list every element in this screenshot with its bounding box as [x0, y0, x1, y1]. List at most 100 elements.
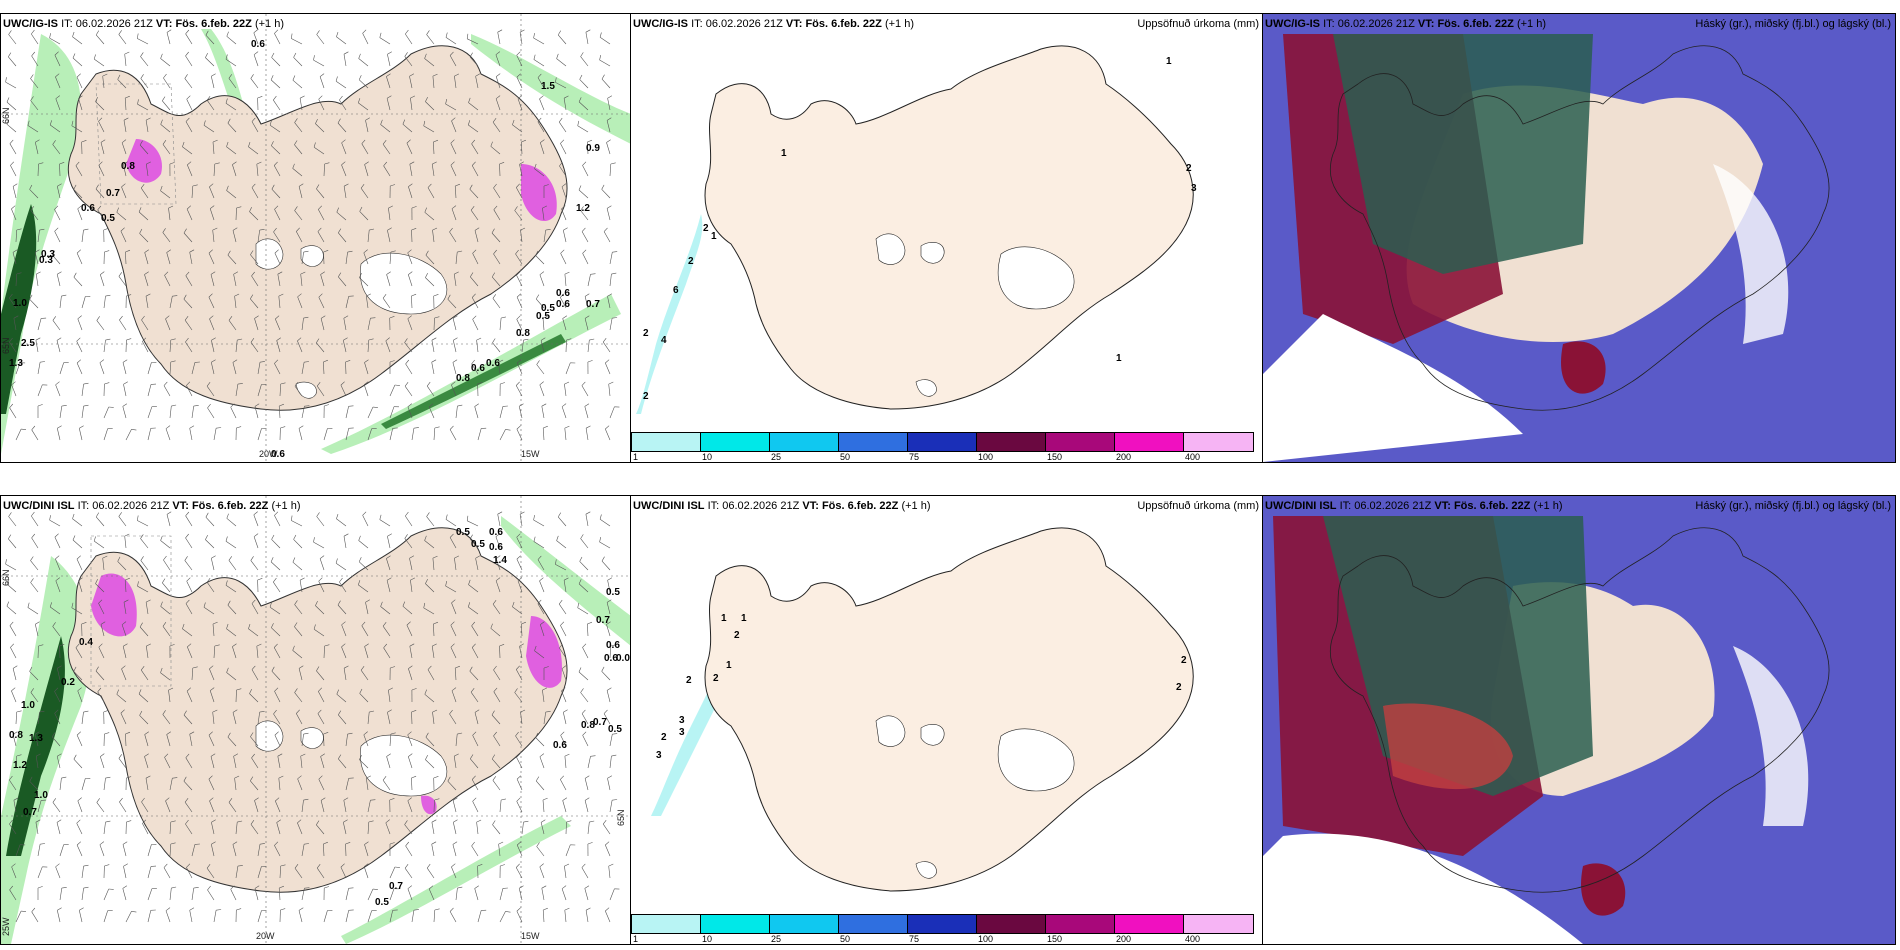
colorbar: [631, 914, 1254, 934]
model-name: UWC/DINI ISL: [633, 500, 705, 512]
cloud-red-south: [1383, 703, 1513, 790]
precip-band-west: [1, 34, 81, 454]
contour-label: 0.8: [121, 161, 135, 172]
colorbar-swatch: [908, 433, 977, 451]
lon-label: 20W: [259, 449, 278, 459]
colorbar-tick-label: 25: [771, 452, 782, 462]
contour-label: 0.6: [271, 449, 285, 460]
it-label: IT:: [1323, 18, 1335, 30]
colorbar: [631, 432, 1254, 452]
colorbar-tick-label: 400: [1185, 934, 1201, 944]
precip-label: 1: [1166, 56, 1172, 67]
iceland-land: [67, 45, 568, 411]
clear-east: [1713, 164, 1789, 344]
contour-label: 1.2: [13, 760, 27, 771]
magenta-east: [526, 616, 562, 688]
colorbar-swatch: [1115, 915, 1184, 933]
contour-label: 0.9: [586, 143, 600, 154]
magenta-south: [421, 795, 437, 815]
glacier-hofsjokull: [920, 723, 945, 746]
colorbar-swatch: [1184, 433, 1253, 451]
contour-label: 0.8: [581, 720, 595, 731]
glacier-vatnajokull: [997, 246, 1075, 310]
wind-barbs: [5, 29, 620, 441]
colorbar-swatch: [839, 433, 908, 451]
contour-label: 0.4: [79, 637, 93, 648]
contour-label: 1.5: [541, 81, 555, 92]
vt-time: Fös. 6.feb. 22Z: [175, 18, 252, 30]
precip-west: [651, 606, 742, 816]
contour-label: 0.5: [375, 897, 389, 908]
colorbar-tick-label: 10: [702, 934, 713, 944]
precip-label: 1: [781, 148, 787, 159]
iceland-coast: [1329, 45, 1830, 411]
contour-label: 0.8: [456, 373, 470, 384]
contour-label: 0.6: [556, 299, 570, 310]
precip-band-ne: [471, 34, 631, 144]
precip-band-south: [321, 294, 621, 454]
glacier-vatnajokull: [360, 734, 448, 797]
colorbar-swatch: [701, 433, 770, 451]
panel-igis-accum-precip: UWC/IG-IS IT: 06.02.2026 21Z VT: Fös. 6.…: [630, 13, 1264, 463]
contour-label: 0.6: [471, 363, 485, 374]
hatch-westfjords: [95, 83, 177, 205]
contour-label: 1.3: [29, 733, 43, 744]
precip-core-west: [6, 636, 65, 856]
precip-label: 1: [1116, 353, 1122, 364]
contour-label: 1.4: [493, 555, 507, 566]
glacier-hofsjokull: [920, 241, 945, 264]
panel-header: UWC/DINI ISL IT: 06.02.2026 21Z VT: Fös.…: [633, 500, 930, 512]
precip-label: 2: [703, 223, 709, 234]
wind-barbs: [5, 511, 620, 923]
colorbar-swatch: [977, 433, 1046, 451]
precip-label: 1: [741, 613, 747, 624]
colorbar-swatch: [977, 915, 1046, 933]
precip-label: 3: [679, 715, 685, 726]
contour-label: 0.3: [41, 249, 55, 260]
panel-igis-precip-wind: UWC/IG-IS IT: 06.02.2026 21Z VT: Fös. 6.…: [0, 13, 632, 463]
precip-core-west: [1, 204, 37, 414]
contour-label: 0.7: [106, 188, 120, 199]
it-label: IT:: [691, 18, 703, 30]
precip-label: 3: [1191, 183, 1197, 194]
contour-label: 0.8: [9, 730, 23, 741]
vt-time: Fös. 6.feb. 22Z: [1453, 500, 1531, 512]
it-label: IT:: [61, 18, 73, 30]
magenta-westfjords: [91, 573, 137, 637]
lead-time: (+1 h): [901, 500, 931, 512]
precip-label: 6: [673, 285, 679, 296]
contour-label: 0.6: [489, 542, 503, 553]
contour-label: 1.0: [13, 298, 27, 309]
vt-label: VT:: [785, 18, 803, 30]
magenta-east: [521, 164, 557, 222]
colorbar-tick-label: 1: [633, 452, 639, 462]
panel-dini-precip-wind: UWC/DINI ISL IT: 06.02.2026 21Z VT: Fös.…: [0, 495, 632, 945]
it-time: 06.02.2026 21Z: [722, 500, 800, 512]
glacier-langjokull: [875, 233, 906, 265]
lead-time: (+1 h): [271, 500, 301, 512]
precip-label: 2: [1186, 163, 1192, 174]
glacier-langjokull: [875, 715, 906, 747]
colorbar-tick-label: 200: [1116, 934, 1132, 944]
iceland-land: [704, 45, 1194, 410]
contour-label: 0.5: [606, 587, 620, 598]
colorbar-tick-label: 50: [840, 452, 851, 462]
vt-label: VT:: [802, 500, 819, 512]
panel-title: Uppsöfnuð úrkoma (mm): [1137, 500, 1259, 512]
vt-label: VT:: [172, 500, 189, 512]
contour-label: 0.6: [489, 527, 503, 538]
lat-label: 66N: [1, 107, 11, 124]
contour-label: 0.6: [604, 653, 618, 664]
panel-header: UWC/DINI ISL IT: 06.02.2026 21Z VT: Fös.…: [3, 500, 300, 512]
contour-label: 0.7: [593, 717, 607, 728]
iceland-land: [704, 527, 1194, 892]
lon-label: 20W: [256, 931, 275, 941]
colorbar-tick-label: 1: [633, 934, 639, 944]
glacier-hofsjokull: [300, 727, 324, 749]
contour-label: 0.6: [251, 39, 265, 50]
model-name: UWC/DINI ISL: [3, 500, 75, 512]
model-name: UWC/IG-IS: [633, 18, 688, 30]
lead-time: (+1 h): [254, 18, 284, 30]
precip-label: 4: [661, 335, 667, 346]
contour-label: 0.6: [81, 203, 95, 214]
